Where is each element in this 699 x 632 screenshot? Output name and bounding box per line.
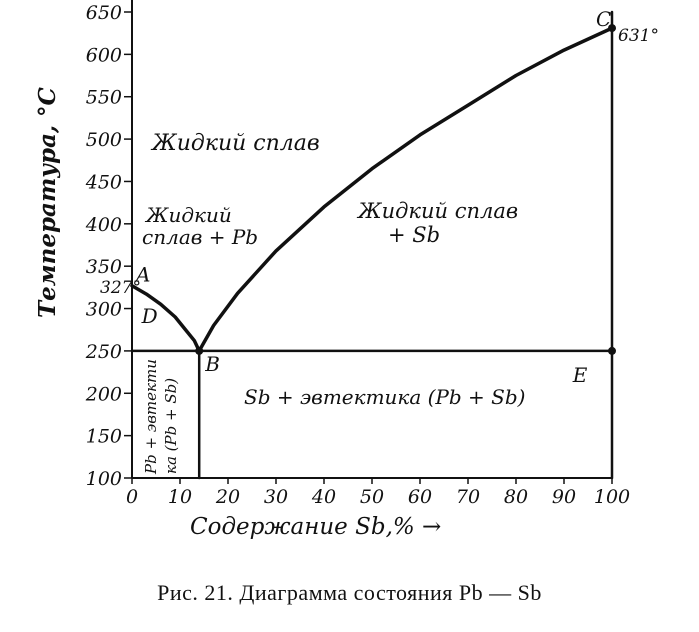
region-sb-eutectic: Sb + эвтектика (Pb + Sb) — [244, 385, 525, 409]
x-tick-label: 70 — [456, 486, 480, 508]
y-tick-label: 400 — [85, 214, 122, 236]
point-C — [608, 24, 616, 33]
x-tick-label: 50 — [360, 486, 384, 508]
x-tick-label: 90 — [552, 486, 576, 508]
x-tick-label: 30 — [264, 486, 288, 508]
figure-caption: Рис. 21. Диаграмма состояния Pb — Sb — [157, 580, 542, 605]
label-631: 631° — [618, 26, 659, 46]
y-tick-label: 150 — [86, 426, 122, 448]
x-tick-label: 80 — [504, 486, 528, 508]
series-liquidus-sb — [197, 26, 614, 353]
x-tick-label: 40 — [311, 486, 336, 508]
x-tick-label: 60 — [408, 486, 432, 508]
y-tick-label: 450 — [85, 171, 122, 193]
y-tick-label: 600 — [86, 44, 122, 66]
x-tick-label: 10 — [168, 486, 192, 508]
x-tick-label: 20 — [215, 486, 240, 508]
y-tick-label: 650 — [86, 2, 122, 24]
region-pb-eutectic-1: Pb + эвтекти — [142, 359, 160, 475]
point-label-E: E — [572, 363, 588, 387]
y-tick-label: 250 — [85, 341, 122, 363]
y-tick-label: 200 — [85, 383, 122, 405]
y-tick-label: 350 — [86, 256, 122, 278]
series-group: A B C D E — [130, 7, 616, 480]
y-tick-label: 100 — [86, 468, 122, 490]
y-axis-label: Температура, °C — [34, 86, 61, 318]
region-pb-eutectic-2: ка (Pb + Sb) — [162, 378, 180, 474]
point-label-A: A — [134, 263, 150, 287]
point-label-D: D — [141, 304, 158, 328]
point-E-marker — [608, 346, 616, 355]
region-liquid-pb-1: Жидкий — [144, 203, 232, 227]
y-tick-label: 500 — [86, 129, 122, 151]
x-axis-label: Содержание Sb,% → — [190, 514, 441, 540]
label-327: 327° — [100, 278, 141, 298]
ticks-group: 100 150 200 250 300 350 400 450 500 550 600 650 0 10 2… — [85, 2, 630, 508]
x-tick-label: 100 — [594, 486, 630, 508]
x-tick-label: 0 — [126, 486, 138, 508]
region-liquid-sb-2: + Sb — [388, 223, 440, 247]
region-liquid-pb-2: сплав + Pb — [142, 225, 258, 249]
y-tick-label: 550 — [86, 87, 122, 109]
series-liquidus-pb — [130, 283, 201, 353]
region-liquid-sb-1: Жидкий сплав — [356, 199, 518, 223]
point-label-C: C — [596, 7, 611, 31]
region-liquid: Жидкий сплав — [150, 131, 320, 156]
y-tick-label: 300 — [86, 299, 122, 321]
point-label-B: B — [204, 352, 220, 376]
point-B — [195, 346, 204, 355]
